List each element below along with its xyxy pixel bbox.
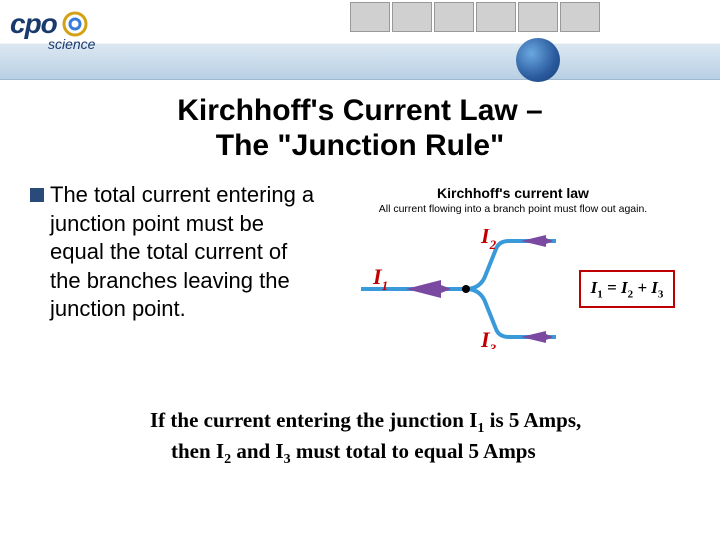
title-line2: The "Junction Rule" bbox=[216, 129, 504, 162]
thumbnail-strip bbox=[350, 2, 600, 32]
bottom-line2a: then I bbox=[171, 439, 224, 463]
svg-text:I1: I1 bbox=[372, 264, 388, 293]
bottom-line2c: must total to equal 5 Amps bbox=[291, 439, 536, 463]
thumbnail bbox=[434, 2, 474, 32]
bottom-text: If the current entering the junction I1 … bbox=[0, 407, 720, 468]
slide-title: Kirchhoff's Current Law – The "Junction … bbox=[0, 94, 720, 163]
svg-text:I2: I2 bbox=[480, 229, 497, 252]
eq-plus: + bbox=[633, 278, 651, 297]
equation-box: I1 = I2 + I3 bbox=[579, 270, 676, 308]
header-banner: cpo science bbox=[0, 0, 720, 80]
eq-r2-var: I bbox=[651, 278, 658, 297]
logo-text-sub: science bbox=[48, 36, 95, 52]
bullet-text: The total current entering a junction po… bbox=[50, 181, 320, 324]
diagram-subheading: All current flowing into a branch point … bbox=[326, 203, 700, 215]
svg-text:I3: I3 bbox=[480, 327, 497, 349]
title-line1: Kirchhoff's Current Law – bbox=[177, 94, 543, 127]
bottom-line2b: and I bbox=[231, 439, 284, 463]
bottom-sub3: 3 bbox=[284, 452, 291, 467]
content-row: The total current entering a junction po… bbox=[0, 181, 720, 349]
diagram-block: Kirchhoff's current law All current flow… bbox=[320, 181, 700, 349]
bottom-line1a: If the current entering the junction I bbox=[150, 408, 477, 432]
thumbnail bbox=[476, 2, 516, 32]
earth-icon bbox=[516, 38, 560, 82]
diagram-row: I1 I2 I3 I1 = I2 + I3 bbox=[326, 229, 700, 349]
eq-r1-var: I bbox=[621, 278, 628, 297]
junction-diagram: I1 I2 I3 bbox=[351, 229, 561, 349]
logo: cpo science bbox=[10, 8, 95, 52]
thumbnail bbox=[560, 2, 600, 32]
thumbnail bbox=[518, 2, 558, 32]
thumbnail bbox=[350, 2, 390, 32]
bullet-block: The total current entering a junction po… bbox=[30, 181, 320, 349]
diagram-heading: Kirchhoff's current law bbox=[326, 185, 700, 201]
eq-r2-sub: 3 bbox=[658, 288, 664, 300]
bullet-square-icon bbox=[30, 188, 44, 202]
thumbnail bbox=[392, 2, 432, 32]
eq-equals: = bbox=[603, 278, 621, 297]
bottom-line1b: is 5 Amps, bbox=[484, 408, 581, 432]
